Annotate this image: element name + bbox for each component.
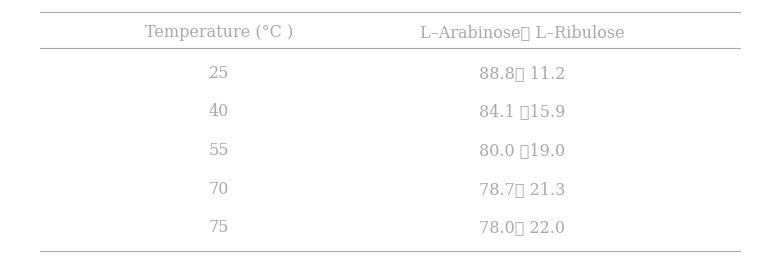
Text: 88.8： 11.2: 88.8： 11.2 [479,65,566,82]
Text: 25: 25 [209,65,229,82]
Text: 78.7： 21.3: 78.7： 21.3 [479,181,566,198]
Text: 78.0： 22.0: 78.0： 22.0 [479,219,566,236]
Text: 40: 40 [209,103,229,120]
Text: 75: 75 [209,219,229,236]
Text: Temperature (°C ): Temperature (°C ) [145,24,293,41]
Text: 84.1 ：15.9: 84.1 ：15.9 [479,103,566,120]
Text: 70: 70 [209,181,229,198]
Text: 55: 55 [209,142,229,159]
Text: L–Arabinose： L–Ribulose: L–Arabinose： L–Ribulose [420,24,625,41]
Text: 80.0 ：19.0: 80.0 ：19.0 [479,142,566,159]
